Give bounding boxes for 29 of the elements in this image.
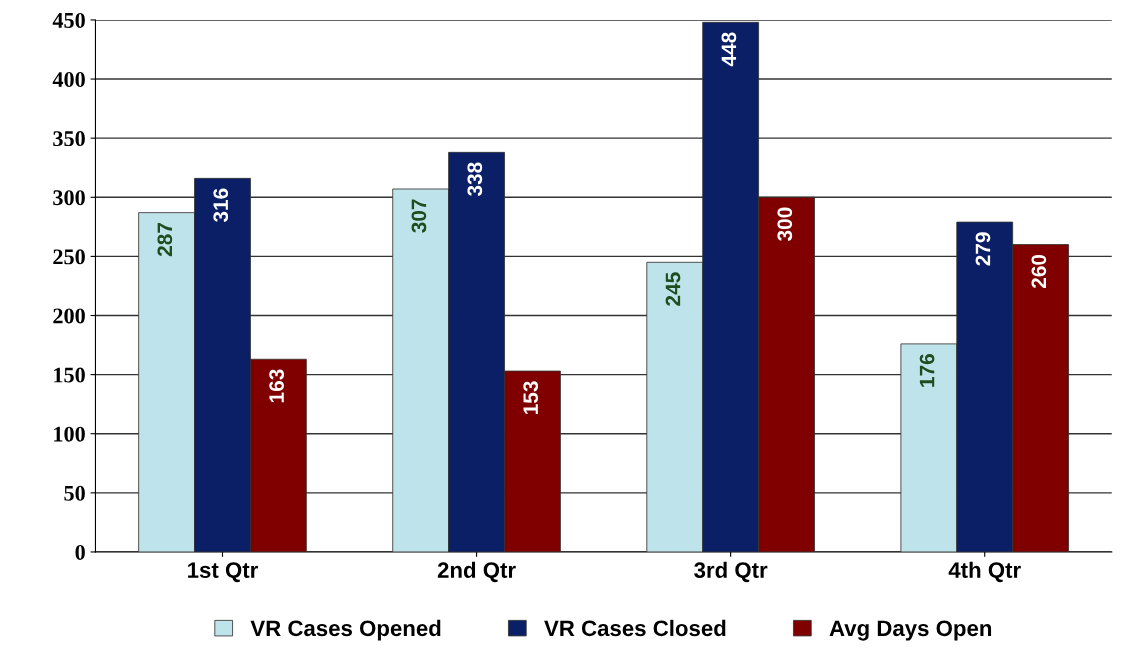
y-tick-label: 200	[53, 308, 85, 324]
y-tick-label: 250	[53, 249, 85, 265]
y-tick-label: 450	[52, 12, 85, 28]
x-tick-label: 2nd Qtr	[437, 561, 516, 583]
data-label: 448	[721, 32, 737, 67]
data-label: 163	[269, 369, 285, 403]
x-tick-label: 1st Qtr	[188, 562, 258, 583]
data-label: 279	[975, 232, 991, 266]
legend-label: VR Cases Opened	[250, 619, 441, 641]
y-tick-label: 100	[54, 426, 85, 442]
y-tick-label: 150	[54, 367, 85, 383]
y-tick-label: 50	[64, 485, 85, 501]
data-label: 176	[919, 354, 935, 387]
x-tick-label: 3rd Qtr	[694, 561, 768, 583]
data-label: 153	[523, 381, 539, 414]
data-label: 307	[411, 199, 427, 233]
x-tick-label: 4th Qtr	[948, 561, 1021, 583]
y-tick-label: 0	[75, 544, 85, 560]
data-label: 260	[1031, 254, 1047, 289]
data-label: 245	[665, 272, 681, 306]
y-tick-label: 400	[52, 71, 85, 87]
data-label: 287	[157, 223, 173, 257]
data-label: 300	[777, 207, 793, 242]
y-tick-label: 300	[53, 190, 85, 206]
legend-label: Avg Days Open	[829, 620, 992, 641]
y-tick-label: 350	[53, 131, 85, 147]
data-label: 338	[467, 162, 483, 197]
data-label: 316	[213, 188, 229, 223]
legend-label: VR Cases Closed	[544, 619, 726, 637]
